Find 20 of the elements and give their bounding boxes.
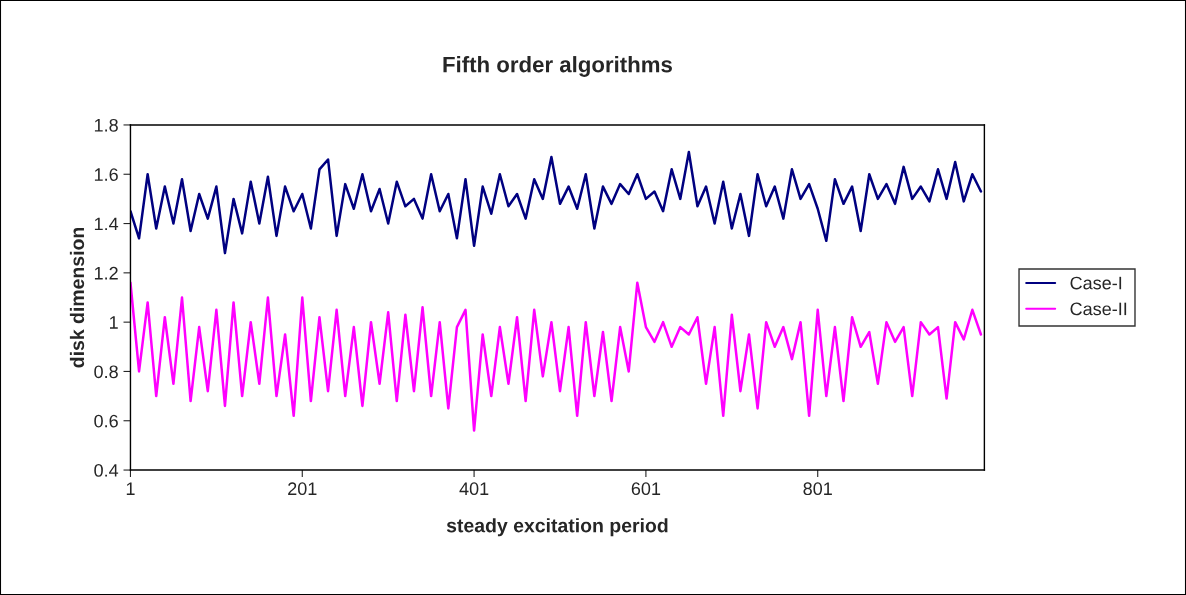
x-tick-label: 201	[288, 482, 317, 496]
legend-label: Case-I	[1070, 276, 1122, 290]
x-tick-label: 801	[803, 482, 832, 496]
x-tick-label: 401	[459, 482, 489, 496]
legend-label: Case-II	[1070, 302, 1127, 316]
y-axis-title: disk dimension	[69, 227, 85, 368]
y-tick-label: 1	[109, 316, 118, 329]
y-tick-label: 1.4	[94, 217, 119, 231]
y-tick-label: 1.2	[94, 266, 118, 280]
y-tick-label: 1.6	[94, 168, 118, 181]
line-series	[130, 281, 983, 432]
x-axis-title: steady excitation period	[446, 518, 668, 537]
x-tick-label: 601	[631, 482, 661, 496]
y-tick-label: 1.8	[94, 118, 118, 132]
x-tick-label: 1	[126, 482, 135, 495]
line-series	[130, 150, 983, 255]
y-tick-label: 0.8	[94, 365, 118, 379]
y-tick-label: 0.4	[94, 463, 119, 477]
y-tick-label: 0.6	[94, 414, 118, 428]
chart-title: Fifth order algorithms	[443, 56, 672, 77]
